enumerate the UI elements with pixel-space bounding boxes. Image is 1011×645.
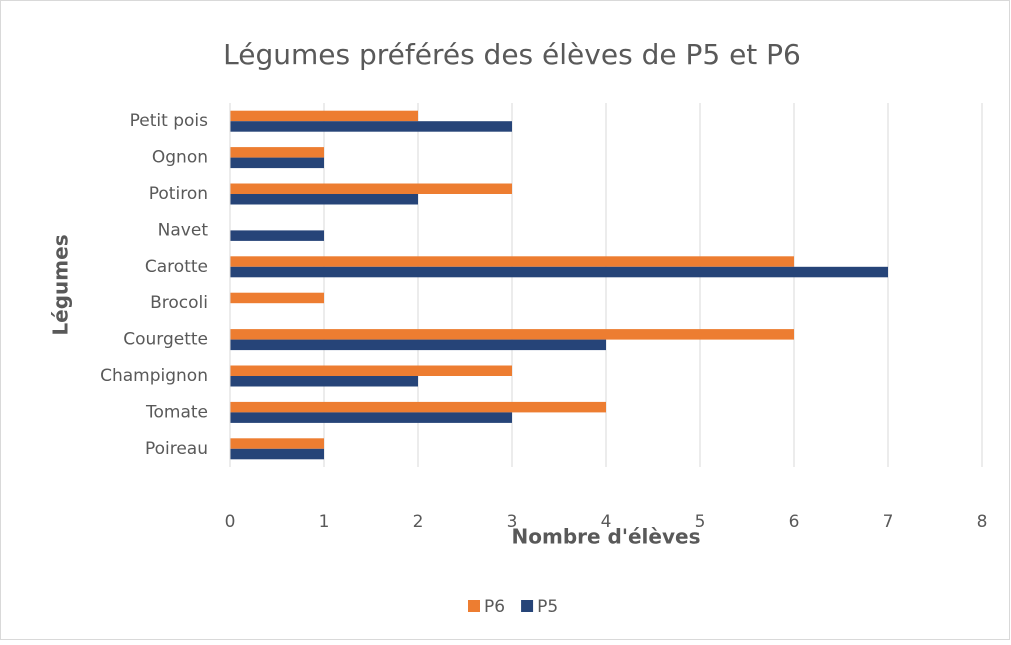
bar <box>230 266 888 278</box>
bar <box>230 339 606 351</box>
y-tick-label: Ognon <box>152 148 208 168</box>
x-axis-title: Nombre d'élèves <box>512 525 701 549</box>
y-axis-title: Légumes <box>49 234 73 335</box>
x-tick-label: 2 <box>413 512 424 532</box>
bar <box>230 147 324 158</box>
y-tick-label: Brocoli <box>150 293 208 313</box>
y-tick-label: Petit pois <box>130 111 208 131</box>
x-tick-label: 7 <box>883 512 894 532</box>
y-tick-label: Poireau <box>145 439 208 459</box>
bar <box>230 183 512 194</box>
legend-label: P5 <box>537 597 558 617</box>
x-tick-label: 8 <box>977 512 988 532</box>
y-tick-label: Navet <box>158 220 209 240</box>
y-tick-label: Champignon <box>100 366 208 386</box>
bar <box>230 194 418 205</box>
y-tick-label: Potiron <box>149 184 208 204</box>
bar <box>230 329 794 340</box>
bar <box>230 376 418 387</box>
bar <box>230 401 606 413</box>
x-tick-label: 4 <box>601 512 612 532</box>
bar <box>230 292 324 304</box>
bar <box>230 110 418 122</box>
y-tick-label: Carotte <box>145 257 208 277</box>
bar <box>230 365 512 376</box>
x-tick-label: 6 <box>789 512 800 532</box>
legend-label: P6 <box>484 597 505 617</box>
bar <box>230 157 324 169</box>
x-tick-label: 1 <box>319 512 330 532</box>
y-tick-label: Tomate <box>145 402 208 422</box>
bar <box>230 121 512 132</box>
bar <box>230 448 324 460</box>
bar <box>230 256 794 267</box>
bar <box>230 230 324 241</box>
x-tick-label: 0 <box>225 512 236 532</box>
x-tick-label: 3 <box>507 512 518 532</box>
y-tick-label: Courgette <box>123 330 208 350</box>
bar <box>230 438 324 449</box>
chart-title: Légumes préférés des élèves de P5 et P6 <box>223 38 801 71</box>
bar <box>230 412 512 423</box>
legend-swatch <box>468 600 480 612</box>
x-tick-label: 5 <box>695 512 706 532</box>
legend-swatch <box>521 600 534 612</box>
